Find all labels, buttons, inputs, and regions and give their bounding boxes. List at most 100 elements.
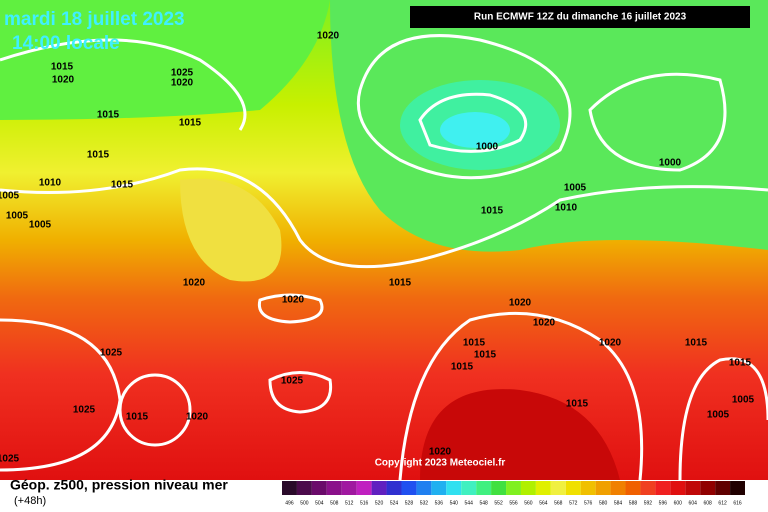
legend-swatch [371,481,387,495]
legend-label: 616 [733,500,742,506]
legend-label: 500 [300,500,309,506]
isobar-label: 1015 [97,110,120,121]
legend-label: 592 [644,500,653,506]
legend-swatch [356,481,372,495]
legend-swatch [520,481,536,495]
isobar-label: 1005 [29,220,52,231]
legend-swatch [491,481,507,495]
isobar-label: 1015 [474,350,497,361]
isobar-label: 1015 [126,412,149,423]
isobar-label: 1015 [51,62,74,73]
legend-swatch [700,481,716,495]
legend-label: 608 [703,500,712,506]
legend-swatch [610,481,626,495]
legend-swatch [580,481,596,495]
legend-swatch [670,481,686,495]
legend-label: 532 [420,500,429,506]
isobar-label: 1015 [729,358,752,369]
legend-swatch [550,481,566,495]
isobar-label: 1020 [183,278,206,289]
legend-label: 604 [689,500,698,506]
legend-label: 512 [345,500,354,506]
legend-label: 508 [330,500,339,506]
legend-label: 496 [285,500,294,506]
legend-swatch [431,481,447,495]
ridge [180,178,282,282]
legend-label: 556 [509,500,518,506]
run-label: Run ECMWF 12Z du dimanche 16 juillet 202… [474,12,687,23]
isobar-label: 1020 [599,338,622,349]
legend-swatch [296,481,312,495]
legend-swatch [401,481,417,495]
legend-swatch [461,481,477,495]
legend-swatch [685,481,701,495]
isobar-label: 1005 [732,395,755,406]
isobar-label: 1015 [685,338,708,349]
isobar-label: 1025 [171,68,194,79]
isobar-label: 1020 [52,75,75,86]
legend-swatch [386,481,402,495]
isobar-label: 1015 [111,180,134,191]
legend-swatch [506,481,521,495]
legend-swatch [476,481,492,495]
isobar-label: 1000 [476,142,499,153]
legend-swatch [715,481,731,495]
isobar-label: 1015 [87,150,110,161]
legend-label: 596 [659,500,668,506]
isobar-label: 1020 [317,31,340,42]
isobar-label: 1020 [509,298,532,309]
isobar-label: 1025 [0,454,20,465]
isobar-label: 1020 [186,412,209,423]
legend-swatch [625,481,641,495]
isobar-label: 1005 [6,211,29,222]
legend-label: 516 [360,500,369,506]
legend-swatch [341,481,357,495]
legend-label: 560 [524,500,533,506]
legend-label: 568 [554,500,563,506]
isobar-label: 1015 [481,206,504,217]
legend-label: 540 [450,500,459,506]
isobar-label: 1025 [100,348,123,359]
isobar-label: 1005 [564,183,587,194]
isobars [0,34,768,481]
legend-label: 588 [629,500,638,506]
run-box [410,6,750,28]
legend-label: 612 [718,500,727,506]
legend-swatch [282,481,297,495]
isobar-label: 1020 [282,295,305,306]
legend-label: 520 [375,500,384,506]
legend-swatch [416,481,432,495]
legend-label: 548 [479,500,488,506]
isobar-label: 1010 [555,203,578,214]
north-zone [0,0,330,120]
legend-swatch [311,481,327,495]
legend-label: 584 [614,500,623,506]
footer-title: Géop. z500, pression niveau mer [10,477,228,493]
copyright: Copyright 2023 Meteociel.fr [375,458,506,469]
legend-label: 572 [569,500,578,506]
footer-lead: (+48h) [14,495,46,507]
legend-label: 524 [390,500,399,506]
isobar-label: 1005 [707,410,730,421]
isobar-label: 1015 [566,399,589,410]
legend-label: 564 [539,500,548,506]
legend-label: 528 [405,500,414,506]
heat-core [420,389,620,480]
legend-label: 504 [315,500,324,506]
isobar-label: 1010 [39,178,62,189]
legend-swatch [595,481,611,495]
legend-swatch [565,481,581,495]
isobar-label: 1015 [389,278,412,289]
isobar-label: 1020 [171,78,194,89]
legend-label: 544 [465,500,474,506]
isobar-label: 1015 [179,118,202,129]
legend-label: 576 [584,500,593,506]
time-label: 14:00 locale [12,33,120,54]
legend-swatch [640,481,656,495]
isobar-label: 1020 [429,447,452,458]
isobar-label: 1000 [659,158,682,169]
isobar-label: 1015 [451,362,474,373]
isobar-label: 1015 [463,338,486,349]
